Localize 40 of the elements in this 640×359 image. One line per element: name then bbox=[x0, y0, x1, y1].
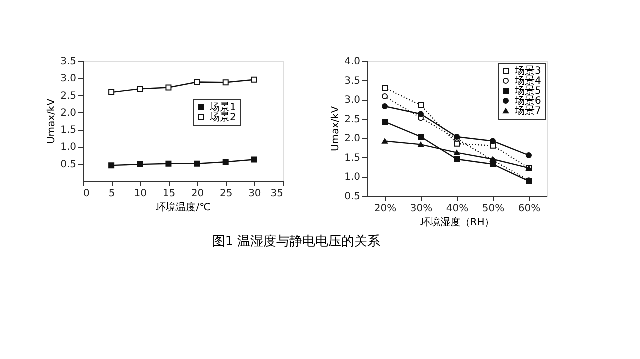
x-tick-label: 5 bbox=[108, 188, 116, 200]
y-tick-label: 2.5 bbox=[60, 90, 76, 102]
x-tick-label: 40% bbox=[446, 204, 469, 214]
y-tick-label: 1.0 bbox=[60, 142, 76, 154]
x-tick-label: 20% bbox=[374, 204, 397, 214]
x-tick-label: 30 bbox=[248, 188, 262, 200]
y-tick-label: 3.0 bbox=[344, 95, 360, 106]
y-tick-label: 2.0 bbox=[60, 108, 76, 119]
x-axis-title: 环境湿度（RH） bbox=[420, 216, 495, 228]
caption: 图1 温湿度与静电电压的关系 bbox=[212, 234, 381, 250]
x-tick-label: 60% bbox=[518, 204, 541, 214]
x-tick-label: 20 bbox=[191, 188, 204, 200]
x-tick-label: 50% bbox=[482, 204, 505, 214]
y-tick-label: 2.5 bbox=[344, 114, 360, 126]
y-tick-label: 3.5 bbox=[60, 56, 76, 68]
y-tick-label: 3.0 bbox=[60, 74, 76, 85]
legend-label: 场景4 bbox=[514, 75, 542, 87]
x-tick-label: 25 bbox=[220, 188, 233, 200]
x-tick-label: 30% bbox=[410, 204, 433, 214]
legend-label: 场景7 bbox=[514, 105, 542, 117]
x-tick-label: 15 bbox=[162, 188, 176, 200]
x-tick-label: 10 bbox=[134, 188, 148, 200]
y-axis-title: Umax/kV bbox=[330, 106, 342, 152]
y-tick-label: 3.5 bbox=[344, 76, 360, 87]
y-tick-label: 4.0 bbox=[344, 56, 360, 68]
y-tick-label: 1.5 bbox=[344, 152, 360, 164]
x-axis-title: 环境温度/℃ bbox=[156, 202, 211, 214]
legend-label: 场景2 bbox=[209, 111, 236, 124]
legend-label: 场景1 bbox=[209, 101, 236, 114]
x-tick-label: 35 bbox=[270, 188, 284, 200]
y-tick-label: 0.5 bbox=[60, 159, 76, 170]
legend-label: 场景3 bbox=[514, 65, 542, 77]
y-tick-label: 1.0 bbox=[344, 172, 360, 184]
y-tick-label: 0.5 bbox=[344, 192, 360, 202]
y-axis-title: Umax/kV bbox=[46, 98, 58, 144]
y-tick-label: 2.0 bbox=[344, 134, 360, 145]
x-tick-label: 0 bbox=[84, 188, 90, 200]
y-tick-label: 1.5 bbox=[60, 125, 76, 136]
legend-label: 场景6 bbox=[514, 95, 542, 107]
legend-label: 场景5 bbox=[514, 85, 542, 97]
